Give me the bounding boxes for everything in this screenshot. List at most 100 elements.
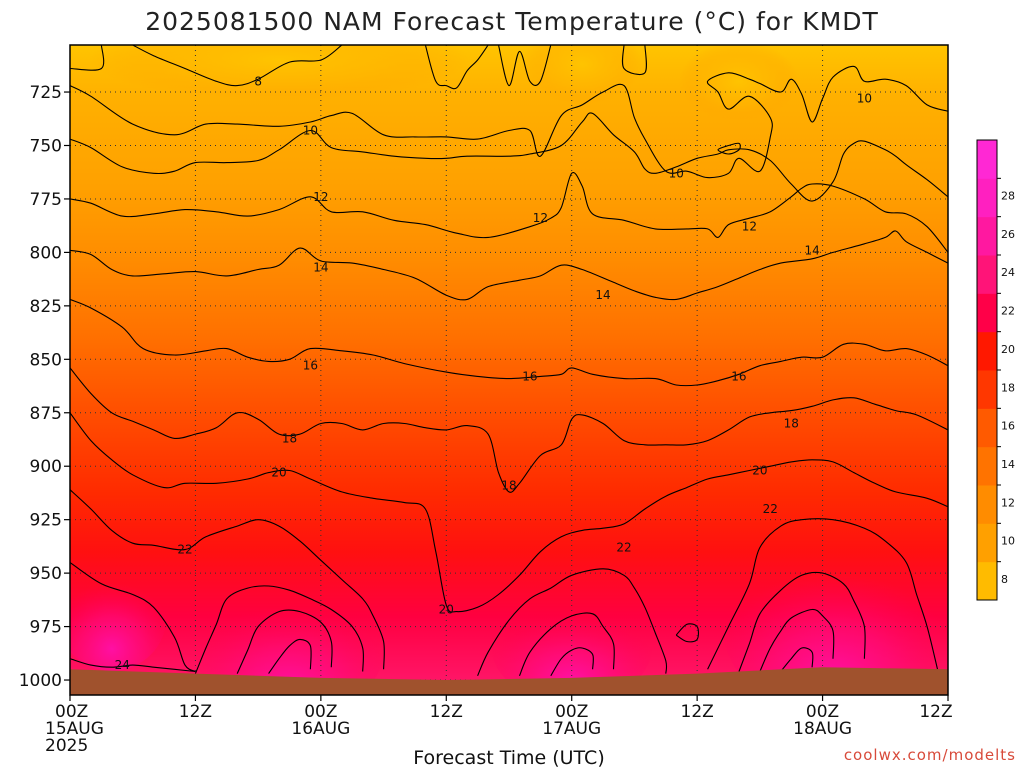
colorbar: 8 10 12 14 16 18 20 22 24 26 28 (976, 139, 1015, 601)
y-tick-label-975: 975 (30, 618, 62, 638)
y-tick-label-900: 900 (30, 457, 62, 477)
x-tick-label-h72-0: 00Z (806, 702, 839, 722)
y-tick-label-1000: 1000 (19, 671, 62, 691)
contour-label-20: 22 (616, 540, 631, 554)
terrain-ground (70, 667, 948, 695)
colorbar-swatch-8 (977, 255, 997, 294)
contour-label-8: 14 (595, 288, 610, 302)
contour-line-8 (70, 171, 948, 253)
contour-label-2: 10 (669, 166, 684, 180)
y-axis: 725 750 775 800 825 850 875 900 925 950 975 1000 (19, 83, 70, 691)
x-tick-label-h48-1: 17AUG (542, 719, 601, 739)
contour-label-7: 14 (313, 260, 328, 274)
contour-line-22 (675, 623, 699, 643)
contour-line-26 (780, 647, 814, 672)
x-tick-label-h48-0: 00Z (555, 702, 588, 722)
x-tick-label-h0-2: 2025 (45, 736, 88, 756)
plot-area: 8 10 10 10 12 12 12 14 14 14 16 16 16 18 18 18 20 20 20 22 2… (70, 45, 948, 695)
contour-label-9: 14 (804, 243, 819, 257)
colorbar-swatch-10 (977, 178, 997, 218)
colorbar-swatch-6 (977, 331, 997, 371)
contour-line-24 (738, 571, 866, 672)
plot-frame (69, 44, 949, 696)
contour-line-20 (518, 612, 615, 677)
contour-line-14 (70, 561, 196, 672)
contour-line-10 (70, 298, 948, 387)
contour-label-15: 18 (784, 416, 799, 430)
colorbar-swatch-11 (977, 140, 997, 179)
contour-line-17 (268, 638, 312, 674)
x-tick-label-h24-1: 16AUG (291, 719, 350, 739)
contour-line-2 (424, 45, 489, 90)
contour-line-23 (707, 518, 939, 670)
contour-line-19 (477, 568, 668, 677)
contour-line-11 (70, 367, 948, 493)
colorbar-label-26: 26 (1001, 228, 1015, 241)
field-highlights (70, 45, 943, 695)
contour-line-15 (194, 585, 364, 674)
x-tick-label-h60-0: 12Z (681, 702, 714, 722)
x-tick-label-h12-0: 12Z (179, 702, 212, 722)
x-tick-label-h0-0: 00Z (55, 702, 88, 722)
contour-label-3: 10 (857, 91, 872, 105)
x-tick-label-h24-0: 00Z (304, 702, 337, 722)
contour-label-6: 12 (742, 220, 757, 234)
cool-core-1 (522, 45, 643, 105)
y-tick-label-800: 800 (30, 243, 62, 263)
colorbar-swatch-3 (977, 446, 997, 486)
contour-label-1: 10 (303, 124, 318, 138)
colorbar-swatch-5 (977, 370, 997, 409)
contour-label-13: 18 (282, 431, 297, 445)
contour-line-13 (70, 489, 385, 670)
contour-label-11: 16 (522, 369, 537, 383)
colorbar-swatch-9 (977, 216, 997, 256)
contour-line-16 (236, 609, 333, 674)
colorbar-swatch-7 (977, 293, 997, 333)
colorbar-label-8: 8 (1001, 573, 1008, 586)
warm-core-0 (194, 577, 385, 695)
colorbar-swatch-2 (977, 485, 997, 524)
colorbar-label-28: 28 (1001, 190, 1015, 203)
colorbar-label-14: 14 (1001, 458, 1015, 471)
contour-line-12 (70, 412, 948, 613)
colorbar-label-20: 20 (1001, 343, 1015, 356)
colorbar-label-10: 10 (1001, 535, 1015, 548)
contour-labels: 8 10 10 10 12 12 12 14 14 14 16 16 16 18 18 18 20 20 20 22 2… (115, 74, 872, 672)
colorbar-swatch-0 (977, 561, 997, 601)
contour-label-0: 8 (254, 74, 262, 88)
contour-label-21: 22 (763, 502, 778, 516)
cool-core-0 (89, 45, 469, 100)
grid-lines (70, 45, 948, 695)
contour-line-25 (759, 608, 835, 672)
contour-label-18: 20 (752, 463, 767, 477)
chart-title: 2025081500 NAM Forecast Temperature (°C)… (145, 7, 879, 36)
contour-line-21 (550, 647, 594, 677)
contour-line-18 (70, 658, 196, 673)
x-tick-label-h84-0: 12Z (919, 702, 952, 722)
contour-line-1 (132, 45, 343, 87)
contour-label-19: 22 (177, 543, 192, 557)
y-tick-label-850: 850 (30, 350, 62, 370)
contour-line-5 (70, 65, 948, 179)
colorbar-swatch-1 (977, 523, 997, 563)
colorbar-label-16: 16 (1001, 420, 1015, 433)
contour-label-22: 24 (115, 658, 130, 672)
contour-line-9 (70, 230, 948, 301)
y-tick-label-875: 875 (30, 404, 62, 424)
colorbar-swatch-4 (977, 408, 997, 448)
contour-line-3 (497, 45, 552, 87)
credit-link[interactable]: coolwx.com/modelts (844, 746, 1016, 764)
contour-line-0 (70, 45, 105, 71)
colorbar-label-22: 22 (1001, 305, 1015, 318)
x-tick-label-h36-0: 12Z (430, 702, 463, 722)
warm-core-1 (491, 592, 652, 695)
y-tick-label-750: 750 (30, 136, 62, 156)
contour-line-7 (70, 112, 948, 202)
y-tick-label-825: 825 (30, 297, 62, 317)
contour-label-17: 20 (439, 602, 454, 616)
y-tick-label-950: 950 (30, 564, 62, 584)
x-tick-label-h0-1: 15AUG (45, 719, 104, 739)
contour-label-14: 18 (501, 478, 516, 492)
contour-lines (70, 45, 948, 677)
